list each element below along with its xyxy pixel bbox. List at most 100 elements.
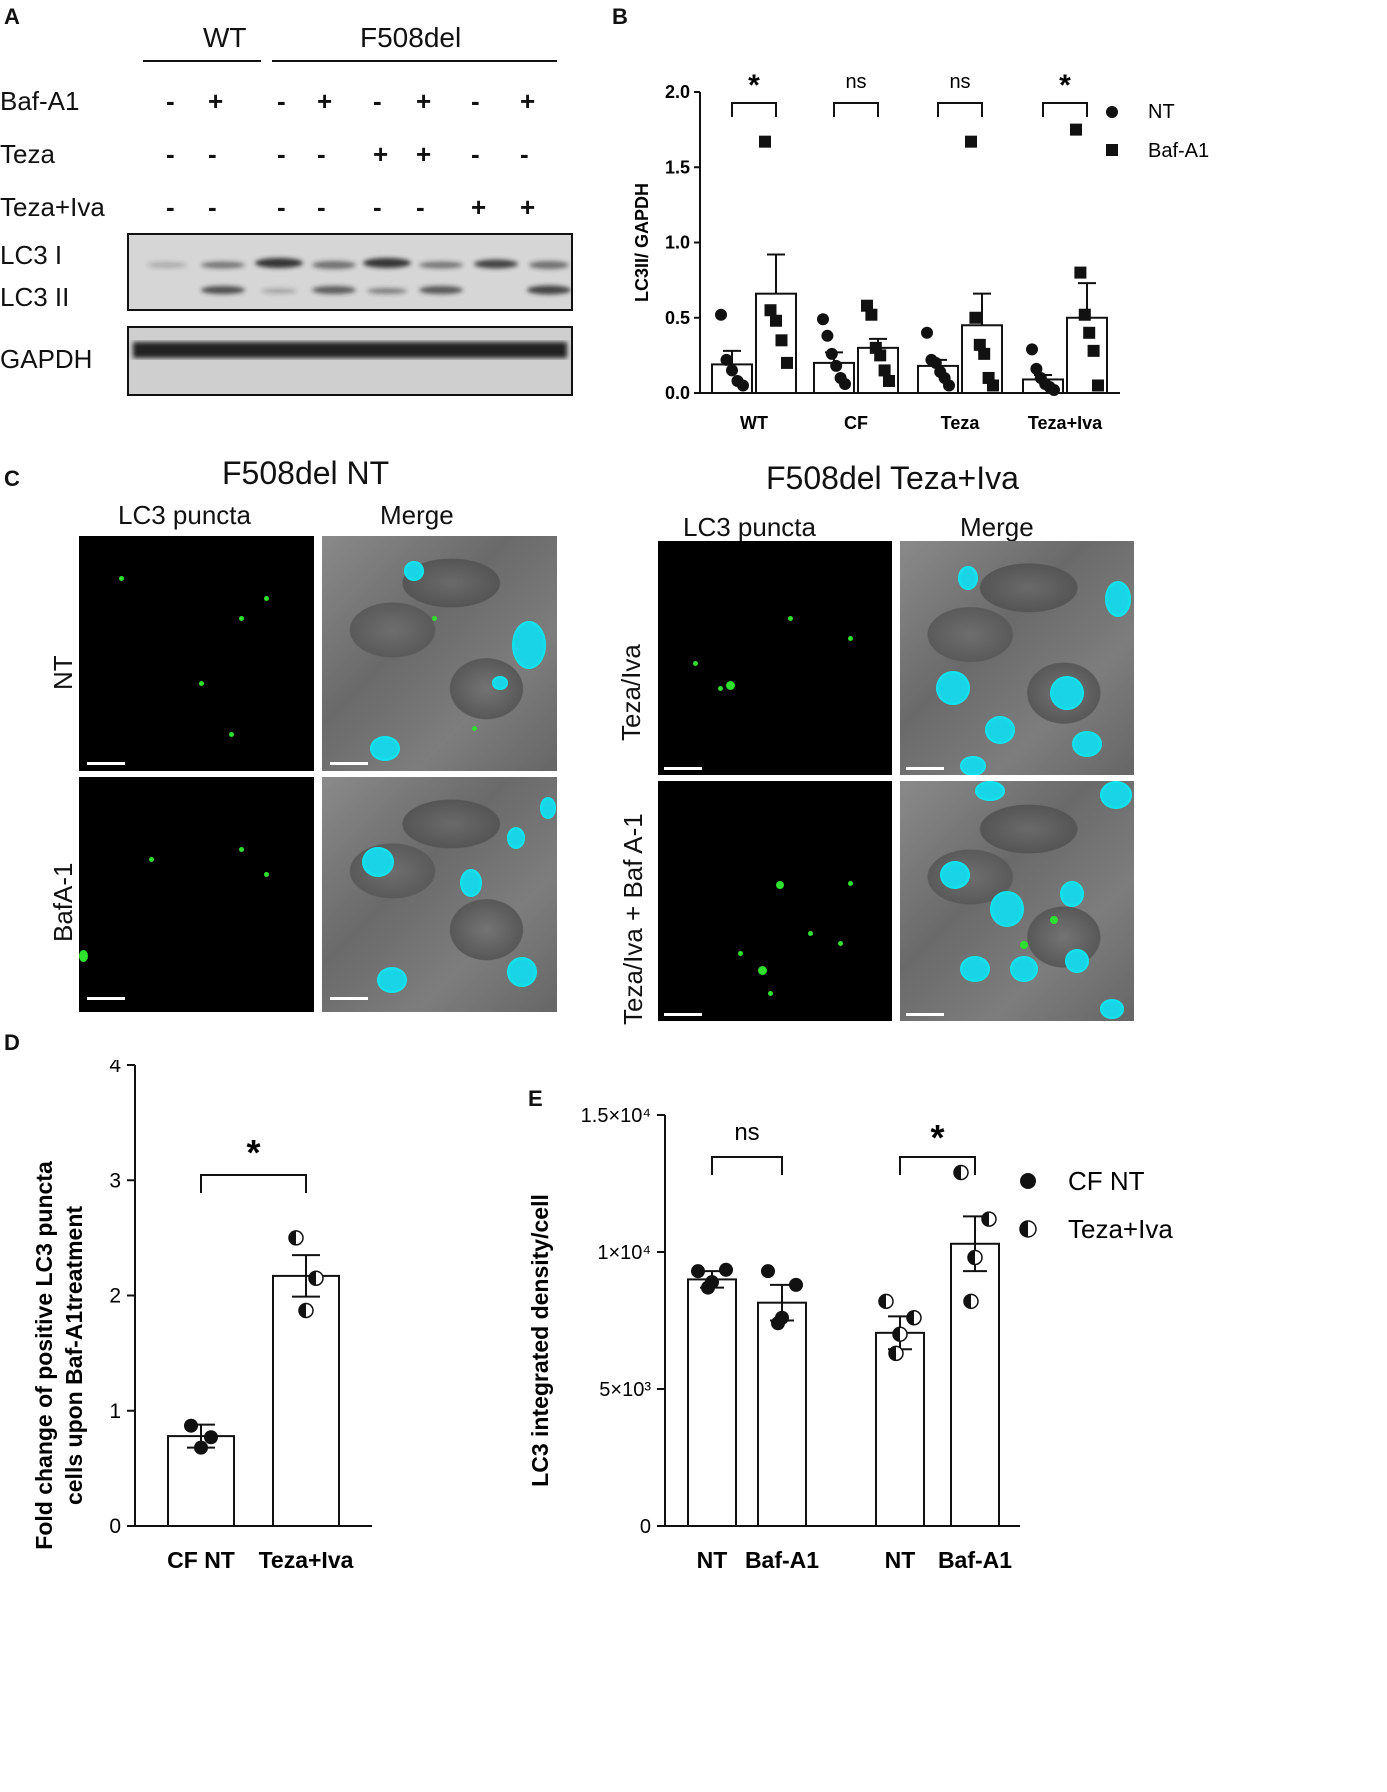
micrograph-tezaiva-bafa1-merge	[900, 781, 1134, 1021]
treatment-sign: +	[520, 192, 536, 222]
y-tick-label: 5×10³	[599, 1379, 651, 1401]
sig-label: *	[930, 1117, 944, 1158]
blot-label-gapdh: GAPDH	[0, 344, 93, 374]
micrograph-bafa1-puncta	[79, 777, 314, 1012]
row-label-bafa1: Baf-A1	[0, 86, 80, 116]
row-label-nt: NT	[48, 655, 78, 690]
y-tick-label: 1.5×10⁴	[581, 1105, 651, 1127]
lc3-blot	[127, 233, 573, 311]
treatment-sign: -	[317, 139, 326, 169]
treatment-sign: -	[471, 86, 480, 116]
blot-label-lc3ii: LC3 II	[0, 282, 70, 312]
bar	[875, 1331, 925, 1527]
data-point	[726, 364, 738, 377]
col-label-merge-right: Merge	[960, 512, 1034, 542]
data-point	[759, 135, 771, 148]
panel-label-d: D	[4, 1030, 20, 1055]
y-axis-label-line1: Fold change of positive LC3 puncta	[31, 1161, 57, 1550]
treatment-sign: -	[416, 192, 425, 222]
data-point	[865, 308, 878, 321]
data-point	[969, 311, 982, 324]
x-tick-label: Teza	[941, 413, 981, 433]
micrograph-nt-merge	[322, 536, 557, 771]
treatment-sign: -	[166, 86, 175, 116]
y-tick-label: 0	[109, 1515, 121, 1538]
treatment-sign: -	[471, 139, 480, 169]
treatment-sign: -	[277, 139, 286, 169]
treatment-sign: +	[416, 86, 432, 116]
data-point	[1070, 123, 1082, 136]
chart-b: 0.0 0.5 1.0 1.5 2.0 LC3II/ GAPDH WT * CF ns Teza ns…	[632, 69, 1209, 433]
data-point-fill	[893, 1327, 900, 1342]
treatment-sign: -	[208, 192, 217, 222]
data-point-fill	[964, 1294, 971, 1309]
data-point-fill	[982, 1212, 989, 1227]
data-point	[761, 1264, 775, 1279]
data-point-fill	[299, 1303, 306, 1318]
data-point	[921, 326, 933, 339]
legend-label-bafa1: Baf-A1	[1148, 140, 1209, 162]
panel-label-e: E	[528, 1086, 543, 1111]
sig-label: ns	[734, 1119, 759, 1146]
treatment-sign: +	[317, 86, 333, 116]
gapdh-blot-band	[133, 342, 567, 358]
sig-bracket	[1042, 102, 1088, 117]
x-tick-label: NT	[885, 1547, 916, 1573]
sig-label: *	[1059, 69, 1071, 102]
chart-d: 0 1 2 3 4 Fold change of positive LC3 puncta c…	[31, 1060, 372, 1573]
treatment-sign: -	[373, 86, 382, 116]
legend-label-cfnt: CF NT	[1068, 1166, 1145, 1196]
data-point	[861, 299, 873, 312]
panel-label-a: A	[4, 4, 20, 29]
micrograph-bafa1-merge	[322, 777, 557, 1012]
x-tick-label: CF NT	[167, 1547, 235, 1573]
row-label-bafa1-c: BafA-1	[48, 862, 78, 943]
group-label-wt: WT	[203, 22, 247, 53]
sig-bracket	[899, 1156, 976, 1175]
data-point	[720, 353, 733, 366]
y-tick-label: 0.0	[665, 383, 690, 403]
data-point	[1083, 326, 1096, 339]
y-axis-label-line2: cells upon Baf-A1treatment	[61, 1206, 87, 1505]
row-label-tezaiva-c: Teza/Iva	[616, 644, 646, 741]
x-tick-label: Baf-A1	[938, 1547, 1012, 1573]
bar	[687, 1278, 737, 1527]
data-point	[770, 314, 782, 327]
panel-c-left-title: F508del NT	[222, 455, 390, 491]
data-point	[987, 379, 999, 392]
y-axis-label: LC3II/ GAPDH	[632, 183, 652, 302]
data-point-fill	[289, 1230, 296, 1245]
data-point	[825, 347, 838, 360]
data-point	[781, 356, 793, 369]
data-point-fill	[309, 1271, 316, 1286]
x-tick-label: NT	[697, 1547, 728, 1573]
sig-label: ns	[949, 71, 970, 93]
sig-label: ns	[845, 71, 866, 93]
panel-a: WT F508del Baf-A1 Teza Teza+Iva - + - + - + - +…	[0, 0, 660, 450]
data-point	[771, 1316, 785, 1331]
x-tick-label: Teza+Iva	[1028, 413, 1103, 433]
data-point	[775, 334, 788, 347]
data-point	[194, 1440, 208, 1455]
col-label-puncta-left: LC3 puncta	[118, 500, 251, 530]
data-point	[817, 313, 829, 326]
sig-bracket	[937, 102, 983, 117]
data-point	[929, 356, 942, 369]
y-tick-label: 2	[109, 1285, 121, 1308]
data-point	[691, 1264, 705, 1279]
legend-marker-cfnt	[1020, 1173, 1036, 1189]
data-point	[204, 1430, 218, 1445]
data-point	[821, 329, 834, 342]
micrograph-tezaiva-bafa1-puncta	[658, 781, 892, 1021]
treatment-sign: +	[208, 86, 224, 116]
y-tick-label: 2.0	[665, 82, 690, 102]
legend-marker-bafa1	[1106, 144, 1118, 156]
micrograph-nt-puncta	[79, 536, 314, 771]
data-point	[715, 308, 727, 321]
treatment-sign: -	[373, 192, 382, 222]
data-point	[839, 377, 851, 390]
y-tick-label: 0.5	[665, 308, 690, 328]
data-point	[184, 1418, 198, 1433]
data-point	[878, 364, 891, 377]
data-point	[973, 338, 986, 351]
